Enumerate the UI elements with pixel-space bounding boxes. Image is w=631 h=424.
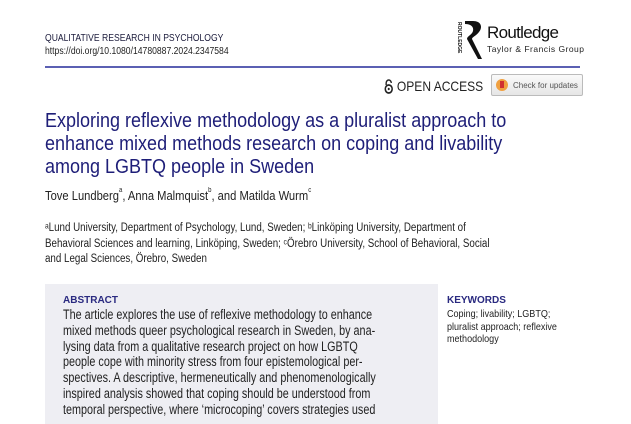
affiliation-line: Behavioral Sciences and learning, Linköp…: [45, 237, 490, 250]
crossmark-icon: [496, 79, 508, 91]
check-for-updates-button[interactable]: Check for updates: [491, 74, 583, 96]
keywords-line: Coping; livability; LGBTQ;: [447, 308, 551, 320]
abstract-line: temporal perspective, where ‘microcoping…: [63, 401, 376, 417]
abstract-line: lysing data from a qualitative research …: [63, 338, 358, 354]
abstract-line: people cope with minority stress from fo…: [63, 354, 363, 370]
affiliation-line: ᵃLund University, Department of Psycholo…: [45, 222, 466, 234]
title-line: enhance mixed methods research on coping…: [45, 133, 503, 155]
open-access-label: OPEN ACCESS: [396, 78, 484, 94]
open-access-badge: OPEN ACCESS: [384, 78, 483, 94]
author-name[interactable]: Matilda Wurm: [239, 188, 309, 203]
author-list: Tove Lundberga, Anna Malmquistb, and Mat…: [45, 187, 312, 203]
author-separator: ,: [122, 188, 128, 203]
affiliations: ᵃLund University, Department of Psycholo…: [45, 221, 489, 268]
doi-link[interactable]: https://doi.org/10.1080/14780887.2024.23…: [45, 46, 229, 57]
affiliation-marker: b: [208, 187, 212, 194]
svg-text:Routledge: Routledge: [487, 23, 559, 42]
author-name[interactable]: Tove Lundberg: [45, 188, 119, 203]
keywords-line: methodology: [447, 333, 499, 346]
title-line: among LGBTQ people in Sweden: [45, 156, 315, 178]
title-line: Exploring reflexive methodology as a plu…: [45, 110, 507, 132]
article-title: Exploring reflexive methodology as a plu…: [45, 110, 506, 179]
keywords-line: pluralist approach; reflexive: [447, 320, 557, 333]
keywords-heading: KEYWORDS: [447, 295, 506, 306]
author-separator: , and: [211, 188, 240, 203]
abstract-box: [45, 284, 438, 424]
open-lock-icon: [384, 78, 393, 94]
check-updates-label: Check for updates: [513, 80, 578, 90]
svg-text:Taylor & Francis Group: Taylor & Francis Group: [487, 44, 584, 54]
abstract-heading: ABSTRACT: [63, 295, 118, 306]
abstract-line: inspired analysis showed that coping sho…: [63, 385, 371, 401]
routledge-logo: ROUTLEDGE Routledge Taylor & Francis Gro…: [456, 21, 584, 59]
affiliation-marker: c: [308, 187, 312, 194]
svg-text:ROUTLEDGE: ROUTLEDGE: [456, 22, 462, 54]
journal-name: QUALITATIVE RESEARCH IN PSYCHOLOGY: [45, 33, 224, 44]
header-rule: [45, 66, 580, 68]
affiliation-marker: a: [118, 187, 123, 194]
keywords-list: Coping; livability; LGBTQ; pluralist app…: [447, 308, 557, 346]
abstract-text: The article explores the use of reflexiv…: [63, 307, 376, 418]
abstract-line: mixed methods queer psychological resear…: [63, 322, 376, 338]
author-name[interactable]: Anna Malmquist: [127, 188, 209, 203]
abstract-line: spectives. A descriptive, hermeneuticall…: [63, 370, 376, 386]
abstract-line: The article explores the use of reflexiv…: [63, 307, 373, 322]
affiliation-line: and Legal Sciences, Örebro, Sweden: [45, 253, 207, 265]
